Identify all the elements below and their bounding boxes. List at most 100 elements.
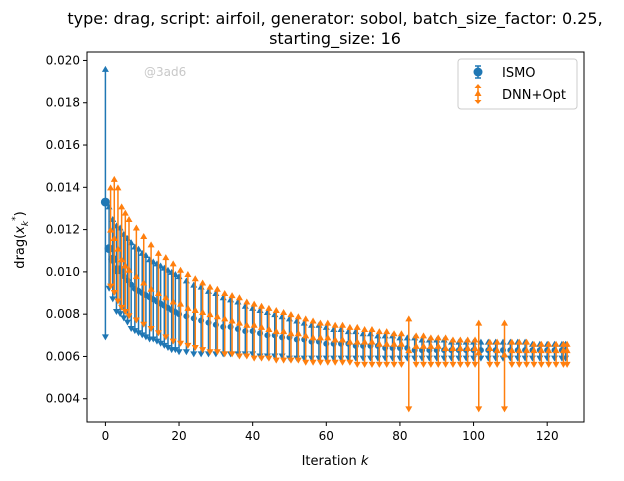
y-axis-label-sub: k xyxy=(21,220,31,226)
dnn-opt-cap-low xyxy=(258,355,266,362)
dnn-opt-point xyxy=(121,262,129,269)
dnn-opt-cap-high xyxy=(331,321,339,328)
dnn-opt-cap-high xyxy=(339,321,347,328)
dnn-opt-cap-low xyxy=(110,290,118,297)
legend-dnn-cap-top xyxy=(474,84,482,88)
dnn-opt-cap-high xyxy=(258,302,266,309)
ismo-cap-low xyxy=(149,336,157,343)
dnn-opt-cap-low xyxy=(515,361,523,368)
dnn-opt-point xyxy=(140,278,148,286)
dnn-opt-point xyxy=(213,312,221,320)
dnn-opt-point xyxy=(390,340,398,347)
dnn-opt-cap-low xyxy=(294,357,302,364)
dnn-opt-cap-high xyxy=(515,338,523,345)
dnn-opt-cap-high xyxy=(563,340,571,347)
dnn-opt-cap-high xyxy=(125,216,133,223)
dnn-opt-cap-low xyxy=(412,361,420,368)
dnn-opt-cap-high xyxy=(537,340,545,347)
dnn-opt-cap-low xyxy=(265,355,273,362)
dnn-opt-cap-high xyxy=(530,340,538,347)
chart-title-line2: starting_size: 16 xyxy=(269,29,401,49)
dnn-opt-point xyxy=(199,308,207,316)
dnn-opt-point xyxy=(250,321,258,328)
dnn-opt-cap-high xyxy=(368,325,376,332)
dnn-opt-cap-high xyxy=(280,309,288,316)
dnn-opt-cap-high xyxy=(206,283,214,290)
y-axis-label-close: ) xyxy=(13,211,28,216)
dnn-opt-cap-high xyxy=(397,330,405,337)
dnn-opt-point xyxy=(125,266,133,273)
dnn-opt-cap-high xyxy=(501,319,509,326)
dnn-opt-point xyxy=(486,344,494,351)
dnn-opt-cap-low xyxy=(199,347,207,354)
dnn-opt-cap-low xyxy=(250,355,258,362)
dnn-opt-cap-high xyxy=(464,336,472,343)
dnn-opt-cap-low xyxy=(353,361,361,368)
y-tick-label: 0.014 xyxy=(46,180,80,194)
dnn-opt-cap-high xyxy=(493,338,501,345)
y-tick-label: 0.004 xyxy=(46,392,80,406)
y-axis-label: drag(xk*) xyxy=(11,211,31,268)
dnn-opt-cap-high xyxy=(265,304,273,311)
dnn-opt-cap-high xyxy=(272,306,280,313)
dnn-opt-cap-low xyxy=(383,361,391,368)
dnn-opt-point xyxy=(235,319,243,326)
dnn-opt-point xyxy=(302,331,310,339)
dnn-opt-cap-high xyxy=(471,336,479,343)
dnn-opt-cap-high xyxy=(169,260,177,267)
dnn-opt-point xyxy=(114,245,122,252)
dnn-opt-point xyxy=(206,310,214,318)
dnn-opt-point xyxy=(107,226,115,233)
ismo-cap-low xyxy=(142,334,150,341)
ismo-cap-low xyxy=(135,330,143,337)
dnn-opt-cap-low xyxy=(132,317,140,324)
dnn-opt-cap-low xyxy=(114,298,122,305)
x-tick-label: 40 xyxy=(245,429,260,443)
dnn-opt-point xyxy=(397,340,405,347)
dnn-opt-cap-high xyxy=(324,319,332,326)
legend-dnn-marker xyxy=(474,90,482,96)
y-axis-label-var: x xyxy=(13,226,28,235)
dnn-opt-point xyxy=(191,306,199,313)
dnn-opt-point xyxy=(243,321,251,328)
dnn-opt-cap-low xyxy=(339,359,347,366)
dnn-opt-point xyxy=(265,325,273,332)
dnn-opt-cap-low xyxy=(140,321,148,328)
dnn-opt-cap-high xyxy=(390,330,398,337)
dnn-opt-cap-low xyxy=(331,359,339,366)
ismo-cap-low xyxy=(131,328,139,335)
dnn-opt-point xyxy=(456,344,464,351)
ismo-cap-low xyxy=(153,338,161,345)
dnn-opt-cap-low xyxy=(287,357,295,364)
dnn-opt-cap-low xyxy=(405,406,413,413)
dnn-opt-point xyxy=(442,344,450,351)
dnn-opt-cap-high xyxy=(427,334,435,341)
dnn-opt-point xyxy=(368,338,376,345)
dnn-opt-cap-low xyxy=(206,349,214,356)
dnn-opt-cap-high xyxy=(412,332,420,339)
dnn-opt-cap-low xyxy=(302,359,310,366)
dnn-opt-cap-low xyxy=(213,349,221,356)
dnn-opt-point xyxy=(537,346,545,354)
dnn-opt-point xyxy=(383,340,391,347)
y-tick-label: 0.020 xyxy=(46,53,80,67)
dnn-opt-point xyxy=(361,338,369,345)
y-axis: 0.004 0.006 0.008 0.010 0.012 0.014 0.016 0.018… xyxy=(46,53,87,406)
dnn-opt-cap-high xyxy=(213,285,221,292)
ismo-cap-low xyxy=(160,342,168,349)
dnn-opt-cap-high xyxy=(420,332,428,339)
dnn-opt-cap-low xyxy=(316,359,324,366)
dnn-opt-point xyxy=(132,272,140,280)
dnn-opt-point xyxy=(184,304,192,311)
dnn-opt-point xyxy=(177,300,185,307)
dnn-opt-cap-low xyxy=(368,361,376,368)
y-tick-label: 0.010 xyxy=(46,265,80,279)
ismo-cap-low xyxy=(175,349,183,356)
dnn-opt-point xyxy=(475,348,483,356)
dnn-opt-cap-low xyxy=(563,361,571,368)
dnn-opt-cap-high xyxy=(456,336,464,343)
dnn-opt-point xyxy=(221,314,229,322)
dnn-opt-cap-low xyxy=(397,361,405,368)
dnn-opt-cap-high xyxy=(107,184,115,191)
dnn-opt-point xyxy=(464,344,472,351)
